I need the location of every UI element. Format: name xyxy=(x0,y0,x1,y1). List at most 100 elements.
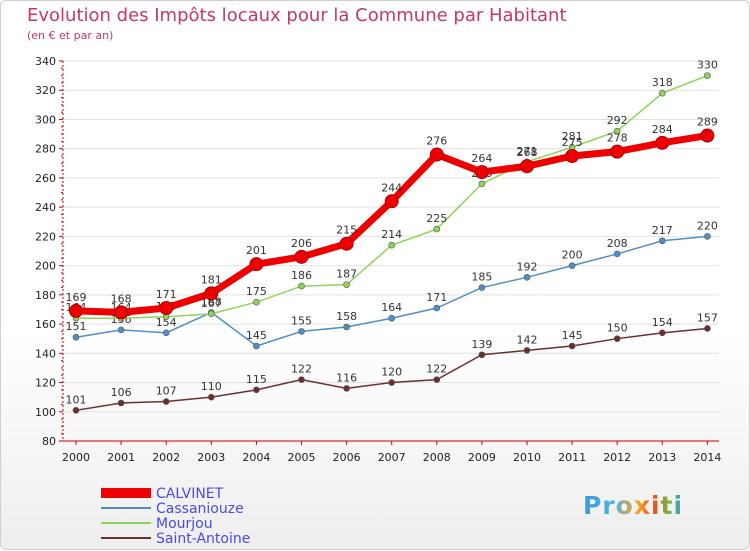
data-point xyxy=(72,333,80,341)
data-point xyxy=(298,282,305,290)
data-point xyxy=(159,301,174,315)
data-point xyxy=(700,128,715,143)
data-label: 115 xyxy=(246,373,267,386)
data-label: 185 xyxy=(471,271,492,284)
data-label: 150 xyxy=(607,322,628,335)
data-point xyxy=(339,236,354,251)
data-point xyxy=(117,399,125,407)
series-line xyxy=(72,132,711,316)
data-label: 181 xyxy=(201,273,222,286)
data-label: 318 xyxy=(652,76,673,89)
data-point xyxy=(433,376,441,383)
data-label: 186 xyxy=(291,269,312,282)
x-tick-label: 2008 xyxy=(423,451,451,464)
data-point xyxy=(388,314,396,322)
legend-item: Saint-Antoine xyxy=(101,531,250,547)
data-point xyxy=(253,298,260,306)
x-tick-label: 2013 xyxy=(648,451,676,464)
legend-swatch xyxy=(101,488,151,498)
x-tick-label: 2004 xyxy=(242,451,270,464)
data-label: 107 xyxy=(156,385,177,398)
data-point xyxy=(613,127,621,135)
data-point xyxy=(478,180,486,188)
x-tick-label: 2001 xyxy=(107,451,135,464)
x-tick-label: 2012 xyxy=(603,451,631,464)
data-point xyxy=(162,329,170,337)
data-label: 157 xyxy=(697,311,718,324)
data-label: 106 xyxy=(111,386,132,399)
legend-item: Mourjou xyxy=(101,516,213,532)
x-tick-label: 2002 xyxy=(152,451,180,464)
data-label: 151 xyxy=(66,320,87,333)
series-calvinet: 169 168 171 181 201 206 215 244 276 264 268 275 278 2… xyxy=(66,116,718,320)
data-label: 206 xyxy=(291,237,312,250)
data-point xyxy=(208,393,215,401)
y-tick-label: 120 xyxy=(35,377,56,390)
data-label: 215 xyxy=(336,224,357,237)
y-tick-label: 100 xyxy=(35,406,56,419)
y-tick-label: 180 xyxy=(35,289,56,302)
x-tick-label: 2009 xyxy=(468,451,496,464)
data-point xyxy=(208,310,215,318)
y-tick-label: 240 xyxy=(35,201,56,214)
data-point xyxy=(388,241,396,249)
data-point xyxy=(343,281,350,288)
data-point xyxy=(162,398,170,405)
data-point xyxy=(610,144,625,159)
data-point xyxy=(249,257,264,272)
data-point xyxy=(384,194,399,209)
data-label: 284 xyxy=(652,123,673,136)
data-point xyxy=(658,89,666,97)
data-point xyxy=(117,326,125,334)
data-point xyxy=(253,386,260,394)
data-label: 220 xyxy=(697,219,718,232)
data-label: 225 xyxy=(426,212,447,225)
data-point xyxy=(478,284,486,291)
data-point xyxy=(568,342,576,350)
data-point xyxy=(658,237,666,245)
chart-subtitle: (en € et par an) xyxy=(27,29,114,42)
series-cassaniouze: 1511561541681451551581641711851922002082… xyxy=(66,219,718,350)
data-label: 122 xyxy=(426,363,447,376)
y-tick-label: 300 xyxy=(35,113,56,126)
data-point xyxy=(69,303,83,318)
legend-item: Cassaniouze xyxy=(101,501,244,517)
legend-label: Mourjou xyxy=(156,516,213,532)
data-point xyxy=(478,351,486,359)
x-tick-label: 2007 xyxy=(378,451,406,464)
data-label: 142 xyxy=(517,333,538,346)
legend-label: CALVINET xyxy=(156,486,224,502)
data-point xyxy=(523,347,531,354)
data-label: 281 xyxy=(562,130,583,143)
data-point xyxy=(253,342,260,350)
data-label: 192 xyxy=(517,260,538,273)
data-label: 171 xyxy=(426,291,447,304)
data-point xyxy=(704,325,711,332)
chart-title: Evolution des Impôts locaux pour la Comm… xyxy=(27,5,567,26)
y-tick-label: 80 xyxy=(42,435,56,448)
data-label: 244 xyxy=(381,181,402,194)
data-point xyxy=(298,328,305,335)
data-point xyxy=(613,250,621,258)
data-label: 145 xyxy=(246,329,267,342)
y-tick-label: 320 xyxy=(35,84,56,97)
data-label: 167 xyxy=(201,297,222,310)
data-label: 110 xyxy=(201,380,222,393)
data-point xyxy=(704,233,711,240)
data-point xyxy=(72,407,80,414)
data-point xyxy=(204,286,219,301)
x-tick-label: 2006 xyxy=(333,451,361,464)
data-label: 145 xyxy=(562,329,583,342)
data-point xyxy=(343,385,350,392)
data-point xyxy=(433,225,441,233)
data-label: 276 xyxy=(426,135,447,148)
data-label: 330 xyxy=(697,59,718,72)
data-label: 116 xyxy=(336,371,357,384)
x-tick-label: 2003 xyxy=(197,451,225,464)
data-label: 187 xyxy=(336,268,357,281)
data-label: 154 xyxy=(652,316,673,329)
data-point xyxy=(658,329,666,337)
y-tick-label: 140 xyxy=(35,347,56,360)
